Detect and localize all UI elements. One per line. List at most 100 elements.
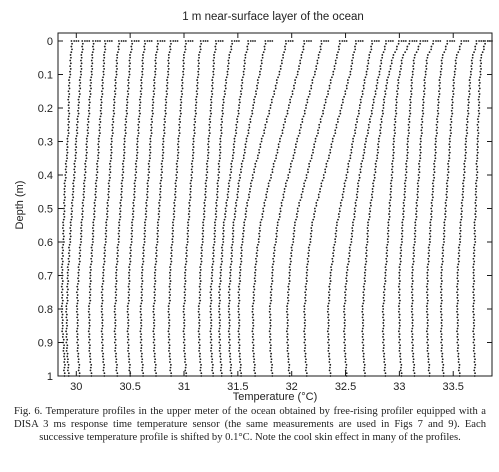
profile-point (331, 260, 334, 263)
profile-point (366, 68, 369, 70)
profile-point (145, 202, 148, 204)
profile-point (253, 171, 256, 174)
profile-point (179, 109, 182, 112)
profile-point (288, 168, 291, 171)
profile-point (436, 115, 439, 118)
profile-point (78, 79, 81, 81)
profile-point (286, 179, 288, 182)
profile-point (286, 347, 289, 349)
profile-point (404, 190, 406, 193)
profile-point (245, 137, 248, 140)
profile-point (103, 56, 106, 59)
profile-point (441, 324, 443, 327)
profile-point (362, 352, 365, 355)
profile-point (114, 79, 117, 81)
profile-point (155, 243, 158, 246)
profile-point (192, 151, 195, 154)
profile-point (330, 269, 333, 271)
profile-point (362, 347, 365, 349)
profile-point (350, 68, 353, 70)
profile-point (113, 310, 116, 313)
profile-point (456, 305, 458, 308)
profile-point (367, 224, 370, 227)
profile-point (239, 358, 242, 361)
profile-point (398, 76, 400, 79)
profile-point (212, 252, 215, 255)
profile-point (330, 263, 333, 266)
profile-point (441, 263, 444, 266)
profile-point (173, 199, 176, 202)
profile-point (116, 62, 119, 65)
profile-point (474, 213, 477, 215)
profile-point (130, 232, 133, 235)
profile-point (81, 218, 83, 221)
profile-point (135, 148, 138, 151)
profile-point (473, 221, 476, 224)
profile-point (450, 109, 453, 112)
profile-point (347, 162, 350, 165)
profile-point (313, 146, 316, 148)
profile-point (352, 54, 354, 56)
profile-point (225, 76, 228, 79)
profile-point (378, 140, 380, 143)
profile-point (304, 299, 307, 302)
profile-point (168, 285, 171, 288)
profile-point (417, 190, 419, 193)
profile-point (352, 224, 354, 227)
profile-point (426, 302, 429, 305)
profile-point (167, 73, 170, 76)
profile-point (362, 84, 365, 87)
profile-point (120, 190, 123, 193)
profile-point (183, 327, 185, 330)
profile-point (61, 313, 64, 316)
profile-point (107, 188, 110, 190)
profile-point (96, 162, 98, 165)
profile-point (152, 308, 155, 310)
profile-point (62, 341, 65, 344)
profile-point (239, 266, 241, 269)
profile-point (78, 263, 81, 266)
profile-point (218, 316, 221, 319)
profile-point (251, 336, 254, 338)
profile-point (159, 182, 162, 185)
profile-point (171, 232, 174, 235)
profile-point (307, 246, 310, 249)
profile-point (419, 146, 422, 148)
profile-point (282, 196, 285, 199)
profile-point (456, 349, 459, 352)
profile-point (344, 90, 347, 93)
profile-point (473, 366, 476, 369)
profile-point (157, 42, 159, 45)
profile-point (358, 112, 360, 115)
profile-point (78, 375, 81, 377)
profile-point (141, 363, 144, 366)
profile-point (456, 313, 459, 316)
profile-point (90, 81, 93, 84)
profile-point (207, 140, 210, 143)
profile-point (261, 56, 264, 59)
profile-point (408, 115, 411, 118)
profile-point (229, 352, 232, 355)
profile-point (401, 241, 403, 243)
profile-point (69, 70, 71, 73)
profile-point (402, 215, 405, 218)
profile-point (68, 260, 71, 263)
profile-point (426, 336, 429, 338)
profile-point (366, 135, 368, 137)
profile-point (456, 327, 459, 330)
profile-point (298, 202, 300, 204)
profile-point (344, 355, 346, 358)
profile-point (103, 51, 106, 54)
profile-point (378, 70, 381, 73)
profile-point (425, 285, 428, 288)
profile-point (462, 182, 464, 185)
profile-point (468, 95, 470, 98)
profile-point (197, 68, 200, 70)
profile-point (373, 95, 376, 98)
profile-point (398, 322, 401, 324)
profile-point (268, 316, 271, 319)
profile-point (413, 238, 416, 241)
profile-point (164, 109, 167, 112)
profile-point (384, 280, 387, 282)
profile-point (140, 319, 143, 322)
